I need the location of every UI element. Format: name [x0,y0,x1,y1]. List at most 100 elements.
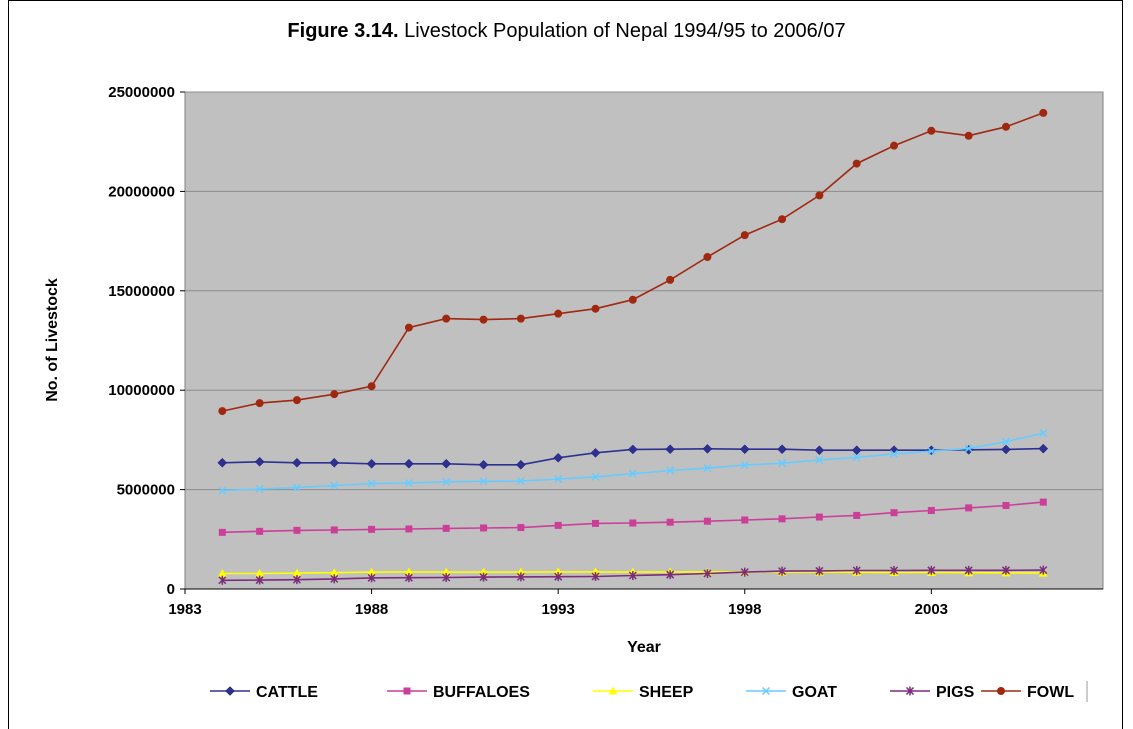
series-pigs [218,565,1048,585]
point-pigs-1987 [330,574,339,584]
point-goat-1989 [404,479,413,488]
point-fowl-2001 [852,159,861,168]
point-buffaloes-2003 [927,506,935,514]
point-pigs-1999 [778,566,787,576]
point-pigs-2004 [964,565,973,575]
point-fowl-1996 [666,275,675,284]
point-fowl-2006 [1039,108,1048,117]
point-pigs-2006 [1039,565,1048,575]
x-axis-label: Year [627,639,661,656]
point-pigs-1998 [740,567,749,577]
point-goat-1990 [442,477,451,486]
point-cattle-1997 [702,443,713,454]
point-fowl-1986 [292,396,301,405]
point-buffaloes-1996 [666,518,674,526]
point-fowl-2005 [1001,122,1010,131]
point-sheep-1987 [329,568,339,577]
y-tick-label-10000000: 10000000 [108,382,175,399]
point-sheep-1990 [441,567,451,576]
x-tick-label-2003: 2003 [915,601,948,618]
point-pigs-1993 [554,572,563,582]
point-cattle-1993 [553,452,564,463]
point-fowl-1997 [703,253,712,262]
y-axis-ticks: 0 5000000 10000000 15000000 20000000 25000000 [108,84,185,598]
legend-label-buffaloes: BUFFALOES [433,684,530,701]
point-fowl-1993 [554,309,563,318]
x-tick-label-1988: 1988 [355,601,388,618]
point-buffaloes-1985 [256,527,264,535]
point-goat-1984 [218,486,227,495]
legend-label-pigs: PIGS [936,684,975,701]
point-cattle-1985 [254,456,265,467]
point-buffaloes-1998 [741,516,749,524]
legend-swatch-marker-goat [761,686,771,696]
point-pigs-2005 [1001,565,1011,575]
point-cattle-1988 [366,458,377,469]
point-buffaloes-1997 [703,517,711,525]
point-goat-1987 [330,481,339,490]
point-goat-1992 [516,477,525,486]
point-buffaloes-1986 [293,526,301,534]
point-goat-2001 [852,453,861,462]
point-buffaloes-2002 [890,509,898,517]
point-pigs-1995 [628,570,637,580]
point-cattle-2005 [1001,444,1011,455]
legend-item-sheep: SHEEP [593,684,694,701]
point-cattle-1994 [590,447,601,458]
point-fowl-2003 [927,126,936,135]
point-buffaloes-1984 [218,528,226,536]
point-sheep-1989 [404,567,414,576]
point-cattle-1984 [217,457,228,468]
gridlines [185,91,1103,491]
point-buffaloes-1994 [591,519,599,527]
x-axis-ticks: 1983 1988 1993 1998 2003 [168,588,1103,618]
point-fowl-1998 [740,231,749,240]
point-buffaloes-1999 [778,515,786,523]
point-pigs-2002 [889,566,899,576]
legend-swatch-marker-buffaloes [403,687,411,695]
point-buffaloes-1989 [405,525,413,533]
point-pigs-1985 [255,575,264,585]
legend-item-goat: GOAT [746,684,837,701]
point-pigs-1990 [442,572,451,582]
x-tick-label-1983: 1983 [168,601,201,618]
legend-swatch-marker-sheep [608,686,618,695]
legend-label-sheep: SHEEP [639,684,694,701]
point-goat-2004 [964,444,973,453]
point-buffaloes-2005 [1002,502,1010,510]
point-goat-1991 [479,477,488,486]
point-sheep-1991 [479,567,489,576]
point-pigs-1996 [666,570,675,580]
point-pigs-1986 [292,575,301,585]
point-buffaloes-1995 [629,519,637,527]
point-fowl-2000 [815,191,824,200]
point-sheep-1984 [217,568,227,577]
point-cattle-1989 [404,458,414,469]
legend-swatch-marker-pigs [905,686,915,696]
point-cattle-2006 [1038,443,1049,454]
point-goat-1996 [666,466,675,475]
figure-title: Figure 3.14. Livestock Population of Nep… [0,20,1133,43]
point-fowl-1991 [479,315,488,324]
plot-area [184,91,1104,590]
point-goat-1997 [703,464,712,473]
point-buffaloes-2001 [853,511,861,519]
figure-frame [8,0,1123,729]
y-axis-label: No. of Livestock [44,278,61,402]
x-tick-label-1998: 1998 [728,601,761,618]
point-buffaloes-2004 [965,504,973,512]
point-cattle-1987 [329,457,340,468]
point-fowl-2004 [964,131,973,140]
point-goat-1985 [255,484,264,494]
legend-swatch-marker-fowl [997,687,1005,695]
point-goat-1995 [628,469,637,478]
point-pigs-2000 [815,566,824,576]
point-fowl-1985 [255,399,264,408]
legend-swatch-marker-cattle [225,686,235,696]
point-cattle-1996 [665,444,675,455]
point-goat-1993 [554,475,563,484]
point-buffaloes-2006 [1039,498,1047,506]
point-fowl-1988 [367,382,376,391]
point-goat-2006 [1039,429,1048,438]
